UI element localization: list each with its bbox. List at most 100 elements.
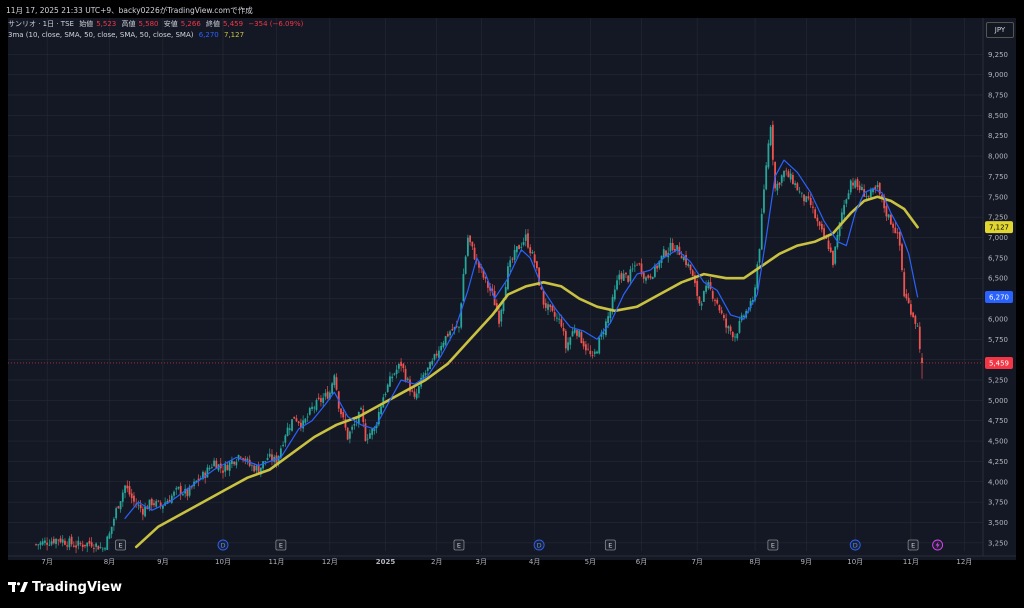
- low-value: 5,266: [180, 20, 201, 28]
- candle-body: [413, 391, 416, 397]
- candle-body: [458, 326, 460, 328]
- tradingview-logo[interactable]: TradingView: [8, 580, 122, 595]
- candle-body: [765, 165, 768, 190]
- candle-body: [778, 182, 781, 185]
- candle-body: [878, 182, 881, 194]
- candle-body: [658, 260, 661, 268]
- candle-body: [75, 545, 77, 548]
- candle-body: [789, 173, 792, 180]
- candle-body: [896, 232, 899, 234]
- y-tick-label: 3,500: [988, 519, 1008, 527]
- candle-body: [649, 276, 652, 278]
- symbol-name[interactable]: サンリオ · 1日 · TSE: [8, 20, 74, 28]
- candle-body: [346, 427, 349, 440]
- candle-body: [792, 175, 794, 184]
- candle-body: [35, 544, 37, 545]
- x-tick-label: 6月: [636, 558, 647, 566]
- candle-body: [455, 325, 458, 327]
- candle-body: [838, 222, 841, 237]
- candle-body: [264, 460, 267, 462]
- candle-body: [50, 541, 53, 545]
- candle-body: [562, 328, 565, 332]
- candle-body: [402, 363, 405, 369]
- candle-body: [689, 264, 692, 271]
- candle-body: [578, 330, 581, 337]
- candle-body: [542, 290, 545, 305]
- candle-body: [898, 231, 901, 246]
- candle-body: [812, 206, 814, 208]
- candle-body: [286, 427, 289, 436]
- symbol-legend[interactable]: サンリオ · 1日 · TSE 始値 5,523 高値 5,580 安値 5,266 …: [8, 19, 306, 29]
- currency-button[interactable]: JPY: [986, 22, 1014, 38]
- candle-body: [918, 326, 921, 350]
- candle-body: [914, 315, 917, 324]
- y-tick-label: 6,750: [988, 254, 1008, 262]
- candle-body: [435, 353, 438, 356]
- earnings-marker-label: E: [119, 542, 123, 550]
- candle-body: [59, 538, 62, 543]
- candle-body: [293, 416, 296, 419]
- candle-body: [656, 265, 659, 269]
- candle-body: [268, 453, 271, 457]
- candle-body: [669, 242, 672, 252]
- earnings-marker: [767, 539, 779, 551]
- x-tick-label: 3月: [476, 558, 487, 566]
- candle-body: [720, 310, 723, 314]
- indicator-label[interactable]: 3ma (10, close, SMA, 50, close, SMA, 50,…: [8, 31, 194, 39]
- candle-body: [188, 486, 191, 496]
- candle-body: [582, 341, 585, 347]
- candle-body: [202, 471, 204, 479]
- earnings-marker: [604, 539, 616, 551]
- candle-body: [246, 458, 249, 461]
- candle-body: [68, 538, 71, 548]
- candle-body: [549, 304, 552, 308]
- candle-body: [324, 393, 327, 397]
- candle-body: [415, 393, 418, 399]
- candle-body: [718, 304, 721, 311]
- candle-body: [780, 175, 783, 183]
- dividend-marker: [217, 539, 229, 551]
- candle-body: [803, 194, 805, 202]
- y-tick-label: 8,000: [988, 153, 1008, 161]
- candle-body: [874, 186, 877, 189]
- candle-body: [711, 291, 714, 299]
- candle-body: [244, 458, 247, 462]
- candle-body: [729, 326, 732, 332]
- candle-body: [113, 518, 115, 526]
- candle-body: [157, 500, 160, 502]
- candle-body: [228, 462, 231, 471]
- indicator-legend[interactable]: 3ma (10, close, SMA, 50, close, SMA, 50,…: [8, 31, 247, 39]
- candle-body: [500, 309, 503, 322]
- brand-label: TradingView: [32, 580, 123, 595]
- candle-body: [591, 354, 594, 356]
- y-tick-label: 3,750: [988, 499, 1008, 507]
- candle-body: [282, 444, 285, 447]
- candle-body: [446, 333, 449, 337]
- ma-fast-line: [124, 159, 919, 520]
- candle-body: [101, 548, 104, 550]
- y-tick-label: 8,250: [988, 132, 1008, 140]
- candle-body: [484, 277, 487, 279]
- candle-body: [418, 386, 420, 394]
- candle-body: [889, 214, 892, 225]
- candle-body: [375, 424, 378, 429]
- candle-body: [636, 264, 638, 266]
- last-price-tag: 5,459: [989, 359, 1009, 367]
- x-tick-label: 12月: [322, 558, 338, 566]
- candle-body: [460, 303, 463, 328]
- candle-body: [148, 499, 151, 510]
- candle-body: [386, 384, 389, 393]
- candle-body: [645, 277, 647, 281]
- y-tick-label: 5,250: [988, 377, 1008, 385]
- candle-body: [633, 265, 636, 267]
- candle-body: [551, 305, 554, 311]
- candle-body: [544, 303, 547, 308]
- candle-body: [161, 505, 164, 509]
- candle-body: [843, 205, 846, 215]
- candle-body: [527, 233, 529, 248]
- change-value: −354 (−6.09%): [248, 20, 304, 28]
- candle-body: [731, 331, 734, 338]
- x-tick-label: 12月: [956, 558, 972, 566]
- indicator-value-fast: 6,270: [198, 31, 219, 39]
